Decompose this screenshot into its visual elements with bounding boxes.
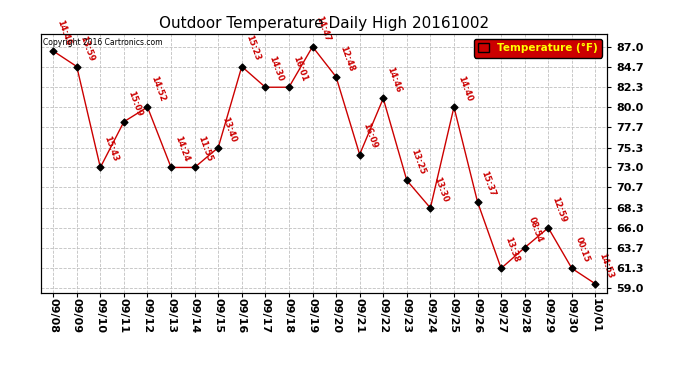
Point xyxy=(95,164,106,170)
Point xyxy=(448,104,460,110)
Point xyxy=(119,119,130,125)
Legend: Temperature (°F): Temperature (°F) xyxy=(474,39,602,57)
Point xyxy=(402,177,413,183)
Text: 00:15: 00:15 xyxy=(573,236,591,264)
Point xyxy=(260,84,271,90)
Point xyxy=(331,74,342,80)
Point xyxy=(543,225,554,231)
Text: 14:30: 14:30 xyxy=(267,55,285,83)
Text: 12:59: 12:59 xyxy=(550,195,568,223)
Text: Copyright 2016 Cartronics.com: Copyright 2016 Cartronics.com xyxy=(43,38,162,46)
Point xyxy=(354,152,365,157)
Text: 11:55: 11:55 xyxy=(197,135,214,163)
Point xyxy=(377,96,388,102)
Text: 13:25: 13:25 xyxy=(408,148,426,176)
Point xyxy=(307,44,318,50)
Point xyxy=(284,84,295,90)
Text: 15:37: 15:37 xyxy=(480,170,497,198)
Point xyxy=(48,48,59,54)
Text: 14:47: 14:47 xyxy=(315,14,332,42)
Text: 14:40: 14:40 xyxy=(456,75,473,103)
Text: 16:09: 16:09 xyxy=(362,122,379,150)
Text: 15:23: 15:23 xyxy=(244,34,262,62)
Point xyxy=(519,244,530,250)
Text: 14:53: 14:53 xyxy=(598,251,615,280)
Text: 14:52: 14:52 xyxy=(149,74,167,103)
Text: 13:30: 13:30 xyxy=(432,176,450,204)
Point xyxy=(166,164,177,170)
Text: 15:09: 15:09 xyxy=(126,89,144,117)
Point xyxy=(590,281,601,287)
Text: 14:46: 14:46 xyxy=(385,66,403,94)
Point xyxy=(472,199,483,205)
Point xyxy=(71,63,82,69)
Point xyxy=(495,266,506,272)
Point xyxy=(425,205,436,211)
Point xyxy=(566,266,578,272)
Point xyxy=(142,104,153,110)
Text: 16:01: 16:01 xyxy=(290,55,308,83)
Text: 13:59: 13:59 xyxy=(79,34,96,62)
Point xyxy=(189,164,200,170)
Text: 14:24: 14:24 xyxy=(173,135,190,163)
Point xyxy=(236,63,247,69)
Text: 14:46: 14:46 xyxy=(55,18,72,47)
Text: 08:54: 08:54 xyxy=(526,215,544,243)
Text: 15:43: 15:43 xyxy=(102,135,120,163)
Text: 13:38: 13:38 xyxy=(503,236,520,264)
Title: Outdoor Temperature Daily High 20161002: Outdoor Temperature Daily High 20161002 xyxy=(159,16,489,31)
Text: 12:48: 12:48 xyxy=(338,44,355,73)
Point xyxy=(213,145,224,151)
Text: 13:40: 13:40 xyxy=(220,115,237,143)
